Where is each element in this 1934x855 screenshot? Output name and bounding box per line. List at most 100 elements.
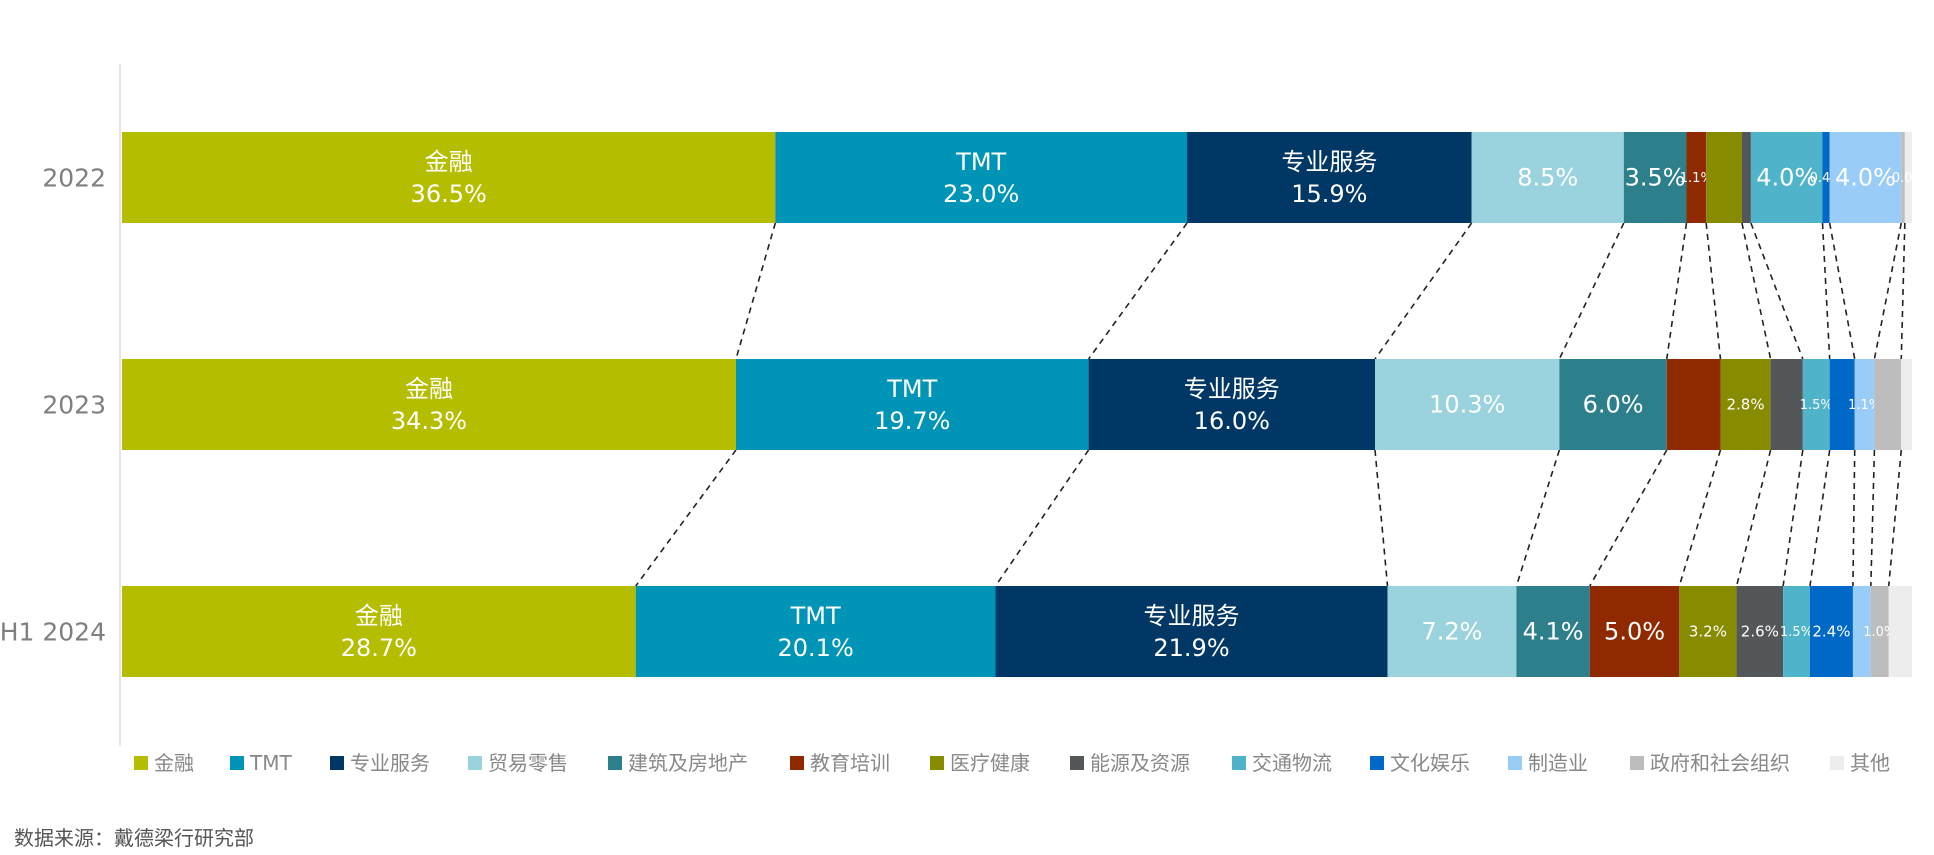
- bar-segment-2023-3: [1375, 359, 1560, 450]
- legend-swatch: [1830, 756, 1844, 770]
- connector-line: [1852, 449, 1856, 587]
- bar-segment-H12024-1: [635, 586, 996, 677]
- segment-value-label: 2.4%: [1812, 623, 1850, 641]
- connector-line: [1678, 449, 1722, 587]
- segment-value-label: 15.9%: [1291, 180, 1367, 208]
- segment-value-label: 28.7%: [341, 634, 417, 662]
- segment-value-label: 4.1%: [1523, 618, 1584, 646]
- bar-segment-H12024-11: [1870, 586, 1889, 677]
- bar-segment-2023-7: [1770, 359, 1803, 450]
- connector-line: [1558, 222, 1625, 360]
- connector-line: [1782, 449, 1804, 587]
- legend-swatch: [790, 756, 804, 770]
- connector-line: [1809, 449, 1831, 587]
- bar-segment-H12024-4: [1516, 586, 1590, 677]
- segment-name-label: 专业服务: [1144, 602, 1240, 630]
- segment-value-label: 4.0%: [1835, 164, 1896, 192]
- connector-line: [994, 449, 1090, 587]
- legend-label: 医疗健康: [950, 751, 1030, 775]
- data-source-note: 数据来源：戴德梁行研究部: [14, 826, 254, 850]
- legend-label: 教育培训: [810, 751, 890, 775]
- bar-segment-2022-8: [1750, 132, 1823, 223]
- bar-segment-2022-7: [1741, 132, 1751, 223]
- segment-value-label: 1.1%: [1680, 171, 1713, 186]
- segment-value-label: 1.0%: [1863, 625, 1896, 640]
- segment-value-label: 20.1%: [778, 634, 854, 662]
- category-label: 2022: [42, 164, 106, 193]
- bar-segment-2022-12: [1904, 132, 1912, 223]
- legend: 金融 TMT 专业服务 贸易零售 建筑及房地产 教育培训 医疗健康 能源及资源 交通物流 文化娱乐…: [134, 751, 1890, 775]
- segment-value-label: 1.1%: [1848, 398, 1881, 413]
- segment-value-label: 1.5%: [1800, 398, 1833, 413]
- segment-name-label: TMT: [886, 375, 937, 403]
- bar-segment-2023-8: [1802, 359, 1830, 450]
- segment-value-label: 2.6%: [1741, 623, 1779, 641]
- legend-label: TMT: [249, 751, 292, 775]
- connector-line: [1828, 222, 1856, 360]
- segment-name-label: 专业服务: [1184, 375, 1280, 403]
- bar-segment-2022-4: [1623, 132, 1687, 223]
- segment-value-label: 0.0%: [1892, 171, 1925, 186]
- segment-value-label: 5.0%: [1604, 618, 1665, 646]
- connector-line: [735, 222, 777, 360]
- legend-label: 能源及资源: [1090, 751, 1190, 775]
- bar-segment-2022-9: [1822, 132, 1830, 223]
- segment-value-label: 23.0%: [943, 180, 1019, 208]
- bar-segment-2022-10: [1829, 132, 1902, 223]
- legend-label: 交通物流: [1252, 751, 1332, 775]
- connector-line: [1374, 222, 1473, 360]
- legend-swatch: [1630, 756, 1644, 770]
- connector-line: [1087, 222, 1188, 360]
- connector-line: [1900, 222, 1906, 360]
- segment-name-label: 金融: [355, 602, 403, 630]
- legend-label: 金融: [154, 751, 194, 775]
- connector-line: [1589, 449, 1668, 587]
- bar-segment-H12024-9: [1809, 586, 1853, 677]
- legend-label: 政府和社会组织: [1650, 751, 1790, 775]
- bar-segment-2022-3: [1471, 132, 1624, 223]
- segment-value-label: 8.5%: [1517, 164, 1578, 192]
- legend-swatch: [134, 756, 148, 770]
- legend-swatch: [608, 756, 622, 770]
- segment-name-label: 金融: [425, 148, 473, 176]
- legend-swatch: [230, 756, 244, 770]
- bar-segment-H12024-2: [995, 586, 1388, 677]
- bar-segment-2023-5: [1666, 359, 1721, 450]
- bar-segment-2023-9: [1829, 359, 1855, 450]
- connector-line: [1705, 222, 1722, 360]
- bar-segment-2023-1: [735, 359, 1089, 450]
- bar-segment-2022-11: [1901, 132, 1905, 223]
- legend-swatch: [468, 756, 482, 770]
- bar-segment-H12024-12: [1888, 586, 1912, 677]
- legend-swatch: [1508, 756, 1522, 770]
- bar-segment-H12024-8: [1783, 586, 1810, 677]
- segment-name-label: TMT: [790, 602, 841, 630]
- segment-value-label: 2.8%: [1726, 396, 1764, 414]
- connector-line: [1665, 222, 1688, 360]
- bar-segment-2023-4: [1559, 359, 1667, 450]
- legend-label: 贸易零售: [488, 751, 568, 775]
- legend-label: 文化娱乐: [1390, 751, 1470, 775]
- segment-value-label: 6.0%: [1583, 391, 1644, 419]
- legend-label: 其他: [1850, 751, 1890, 775]
- bar-segment-2023-10: [1854, 359, 1875, 450]
- legend-swatch: [930, 756, 944, 770]
- segment-value-label: 1.5%: [1780, 625, 1813, 640]
- bar-segment-2022-1: [775, 132, 1188, 223]
- connector-line: [1515, 449, 1561, 587]
- legend-swatch: [1232, 756, 1246, 770]
- connector-line: [635, 449, 737, 587]
- bar-segment-H12024-10: [1852, 586, 1871, 677]
- legend-label: 建筑及房地产: [628, 751, 748, 775]
- segment-value-label: 36.5%: [411, 180, 487, 208]
- bar-segment-H12024-7: [1736, 586, 1784, 677]
- bar-segment-H12024-0: [122, 586, 636, 677]
- connector-line: [1374, 449, 1389, 587]
- segment-value-label: 34.3%: [391, 407, 467, 435]
- segment-value-label: 21.9%: [1153, 634, 1229, 662]
- segment-name-label: TMT: [955, 148, 1006, 176]
- connector-line: [1873, 222, 1903, 360]
- bar-segment-H12024-6: [1679, 586, 1737, 677]
- connector-line: [1887, 449, 1903, 587]
